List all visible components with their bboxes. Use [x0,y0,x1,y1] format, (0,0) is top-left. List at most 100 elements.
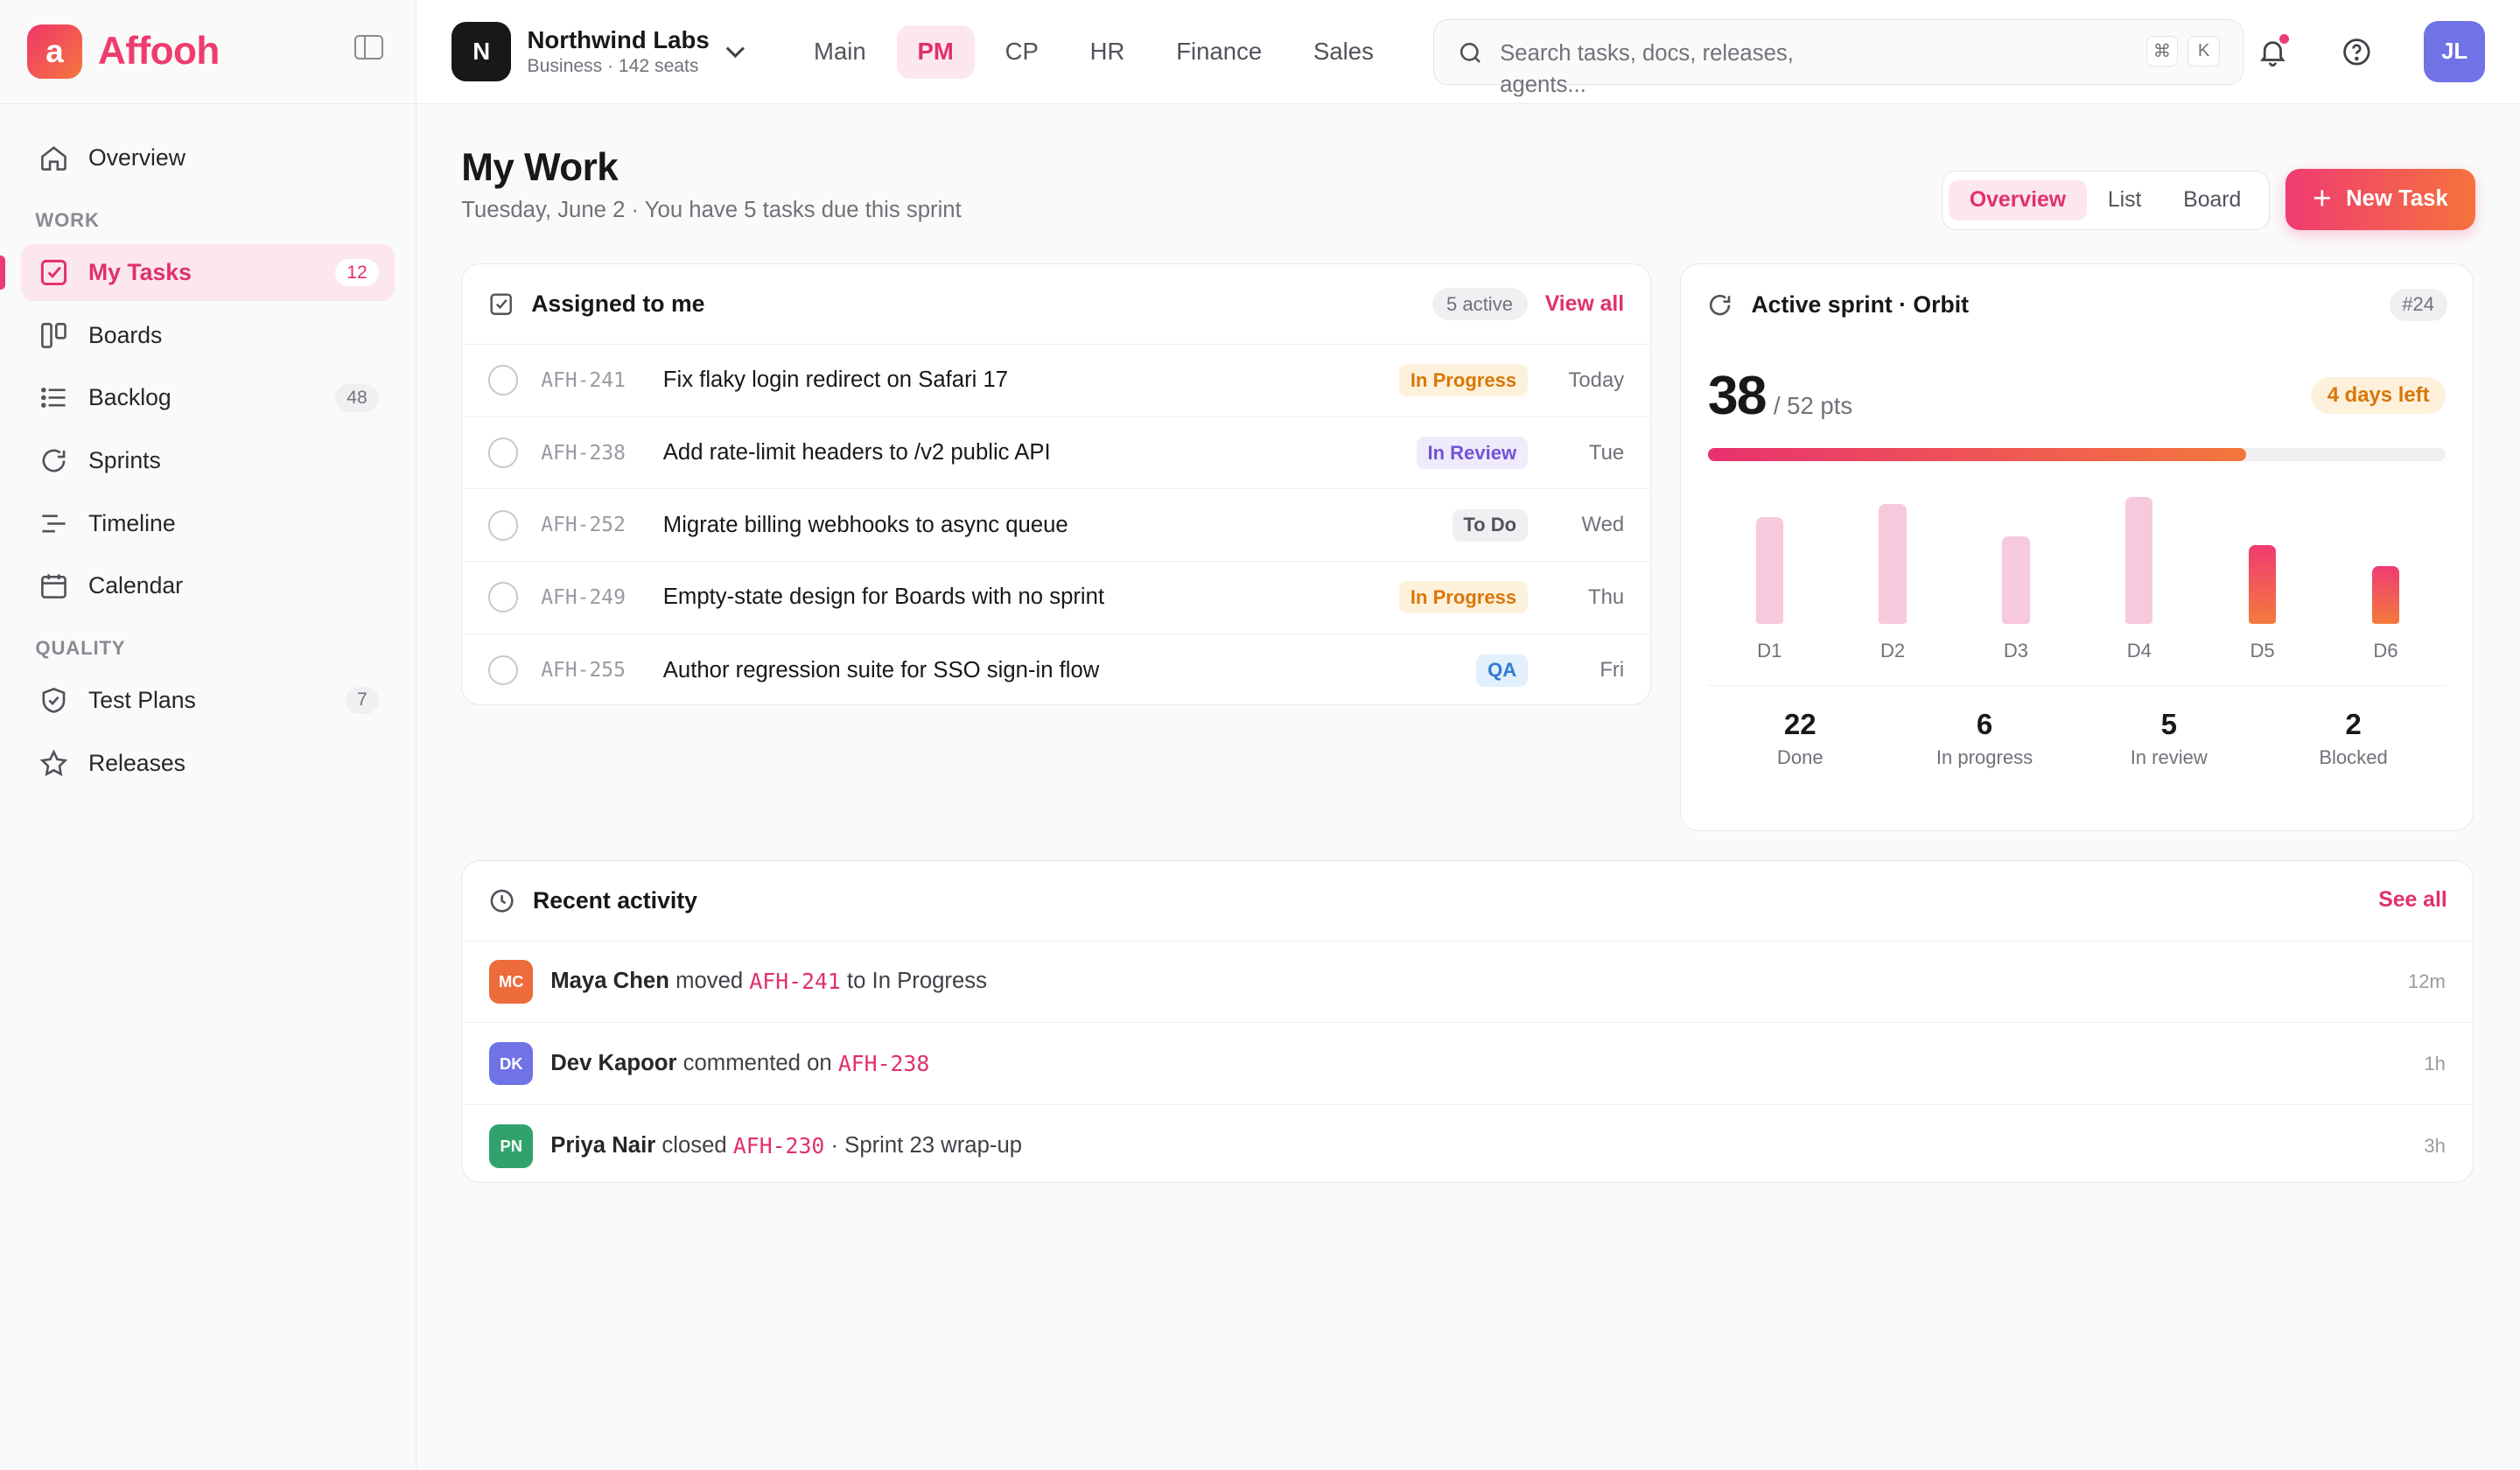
stat-value: 22 [1783,708,1816,741]
stat-label: In review [2130,746,2208,769]
points-total: / 52 pts [1773,392,1853,420]
sidebar-item-calendar[interactable]: Calendar [21,558,395,614]
view-board[interactable]: Board [2183,187,2242,212]
chart-bar-d6 [2371,566,2400,625]
burndown-chart: D1 D2 D3 D4 D5 D6 [1707,461,2446,686]
boards-icon [38,320,69,351]
org-plan: Business · 142 seats [527,56,699,77]
sidebar-item-overview[interactable]: Overview [21,130,395,186]
task-name: Migrate billing webhooks to async queue [662,512,1068,537]
search-placeholder: Search tasks, docs, releases, agents... [1500,40,1794,98]
task-checkbox[interactable] [487,438,519,468]
task-name: Add rate-limit headers to /v2 public API [662,440,1051,466]
tab-finance[interactable]: Finance [1176,38,1263,66]
tab-main[interactable]: Main [814,38,866,66]
task-row[interactable]: AFH-255 Author regression suite for SSO … [462,634,1649,707]
new-task-button[interactable]: + New Task [2285,168,2475,230]
sprint-progress-bar [1707,447,2446,461]
task-due: Fri [1600,658,1625,682]
tab-cp[interactable]: CP [1004,38,1039,66]
count-badge: 12 [335,258,379,287]
tab-sales[interactable]: Sales [1312,38,1374,66]
activity-row[interactable]: PN Priya Nair closed AFH-230 · Sprint 23… [462,1105,2473,1187]
search-input[interactable]: Search tasks, docs, releases, agents... … [1432,18,2244,97]
main: N Northwind Labs Business · 142 seats Ma… [416,0,2520,1470]
task-due: Today [1568,368,1625,392]
task-row[interactable]: AFH-241 Fix flaky login redirect on Safa… [462,345,1650,417]
count-badge: 48 [335,384,379,412]
sidebar-item-label: Boards [88,321,163,348]
org-switcher[interactable]: N Northwind Labs Business · 142 seats [452,22,745,82]
chart-bar-d2 [1879,504,1907,625]
activity-user: Dev Kapoor [550,1051,677,1076]
chart-tick-label: D1 [1757,640,1782,662]
task-due: Tue [1588,440,1625,465]
task-checkbox[interactable] [487,509,519,541]
sidebar-item-label: Calendar [88,572,184,599]
activity-task-link[interactable]: AFH-230 [732,1133,825,1159]
app-name: Affooh [98,30,220,74]
activity-task-link[interactable]: AFH-241 [749,969,841,995]
sidebar-toggle-icon[interactable] [354,35,384,60]
task-checkbox[interactable] [487,582,519,613]
sidebar-item-timeline[interactable]: Timeline [21,495,395,551]
calendar-icon [38,570,69,601]
sidebar-item-label: Releases [88,749,186,776]
activity-task-link[interactable]: AFH-238 [837,1051,930,1077]
stat-in-progress: 6 In progress [1893,709,2077,770]
sidebar-item-boards[interactable]: Boards [21,307,395,363]
task-checkbox[interactable] [487,365,519,396]
check-square-icon [488,291,514,317]
activity-time: 12m [2408,970,2446,992]
sidebar-item-backlog[interactable]: Backlog 48 [21,370,395,426]
user-avatar[interactable]: JL [2424,21,2485,83]
task-row[interactable]: AFH-238 Add rate-limit headers to /v2 pu… [462,417,1650,490]
activity-verb: moved [676,969,744,994]
activity-time: 3h [2424,1134,2446,1157]
activity-user: Priya Nair [550,1133,656,1158]
status-badge: To Do [1452,508,1528,542]
sidebar-item-label: Backlog [88,384,172,411]
avatar: MC [489,960,534,1004]
help-icon[interactable] [2341,36,2373,68]
sidebar-item-label: My Tasks [88,259,192,286]
activity-row[interactable]: DK Dev Kapoor commented on AFH-238 1h [462,1023,2474,1105]
assigned-card: Assigned to me 5 active View all AFH-241… [461,263,1651,707]
activity-detail: to In Progress [846,969,987,994]
points-done: 38 [1707,365,1768,427]
status-badge: In Progress [1399,581,1528,614]
bell-icon[interactable] [2257,34,2289,68]
activity-row[interactable]: MC Maya Chen moved AFH-241 to In Progres… [462,942,2474,1024]
section-label-quality: QUALITY [35,636,126,659]
count-badge: 7 [346,686,379,715]
view-list[interactable]: List [2107,187,2142,212]
home-icon [38,143,69,173]
list-icon [38,382,69,413]
sidebar-item-sprints[interactable]: Sprints [21,432,395,488]
task-checkbox[interactable] [487,654,519,686]
sidebar-item-label: Overview [88,144,186,172]
tab-pm[interactable]: PM [896,24,975,79]
sidebar-item-test-plans[interactable]: Test Plans 7 [21,672,395,728]
sidebar-item-label: Timeline [88,509,176,536]
active-count-badge: 5 active [1432,288,1528,321]
sidebar-item-my-tasks[interactable]: My Tasks 12 [0,244,395,301]
view-overview[interactable]: Overview [1949,179,2087,220]
org-name: Northwind Labs [527,26,710,54]
view-all-link[interactable]: View all [1544,291,1625,316]
chart-tick-label: D3 [2003,640,2029,662]
check-square-icon [38,257,69,288]
task-row[interactable]: AFH-249 Empty-state design for Boards wi… [462,562,1650,634]
section-label-work: WORK [35,208,100,231]
sidebar-nav: Overview WORK My Tasks 12 Boards Backlog… [0,104,416,823]
app-logo[interactable]: a [27,24,82,80]
tab-hr[interactable]: HR [1089,38,1125,66]
sidebar-item-releases[interactable]: Releases [21,735,395,791]
see-all-link[interactable]: See all [2378,888,2447,913]
sidebar-item-label: Test Plans [88,686,196,713]
topbar: N Northwind Labs Business · 142 seats Ma… [416,0,2520,105]
task-row[interactable]: AFH-252 Migrate billing webhooks to asyn… [462,489,1650,563]
activity-card: Recent activity See all MC Maya Chen mov… [461,859,2474,1183]
content: My Work Tuesday, June 2 · You have 5 tas… [416,146,2520,1183]
activity-user: Maya Chen [550,969,669,994]
